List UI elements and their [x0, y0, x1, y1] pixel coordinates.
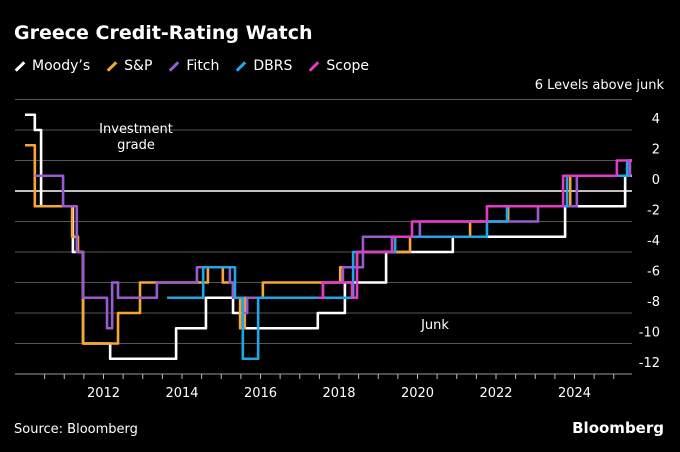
- x-tick-label: 2014: [165, 386, 198, 401]
- y-tick-label: -6: [647, 265, 660, 280]
- series-line-fitch: [34, 159, 632, 330]
- x-tick-label: 2018: [322, 386, 355, 401]
- y-tick-label: -2: [647, 204, 660, 219]
- x-tick-label: 2012: [87, 386, 120, 401]
- x-tick-label: 2016: [244, 386, 277, 401]
- series-line-scope: [317, 159, 632, 300]
- legend: Moody’s S&P Fitch DBRS Scope: [14, 58, 369, 74]
- legend-label: Moody’s: [32, 58, 91, 74]
- legend-item: Moody’s: [14, 58, 90, 74]
- y-tick-label: 4: [652, 112, 660, 127]
- y-tick-label: -8: [647, 295, 660, 310]
- y-tick-label: -12: [639, 356, 660, 371]
- x-tick-label: 2020: [401, 386, 434, 401]
- brand-logo: Bloomberg: [572, 419, 664, 437]
- legend-item: Fitch: [168, 58, 219, 74]
- y-tick-label: 2: [652, 143, 660, 158]
- legend-label: Fitch: [186, 58, 220, 74]
- legend-item: DBRS: [235, 58, 292, 74]
- x-tick-label: 2022: [479, 386, 512, 401]
- series-line-moodys: [25, 113, 632, 361]
- legend-label: Scope: [326, 58, 370, 74]
- legend-item: S&P: [106, 58, 152, 74]
- legend-label: DBRS: [253, 58, 293, 74]
- y-tick-label: 0: [652, 173, 660, 188]
- source-note: Source: Bloomberg: [14, 422, 138, 437]
- annotation-investment-grade: Investment: [99, 122, 173, 137]
- x-tick-label: 2024: [558, 386, 591, 401]
- chart-title: Greece Credit-Rating Watch: [14, 22, 313, 44]
- y-tick-label: -10: [639, 326, 660, 341]
- legend-label: S&P: [124, 58, 153, 74]
- legend-item: Scope: [308, 58, 369, 74]
- unit-label: 6 Levels above junk: [534, 78, 664, 93]
- annotation-junk: Junk: [420, 318, 449, 333]
- y-tick-label: -4: [647, 234, 660, 249]
- annotation-investment-grade: grade: [117, 138, 155, 153]
